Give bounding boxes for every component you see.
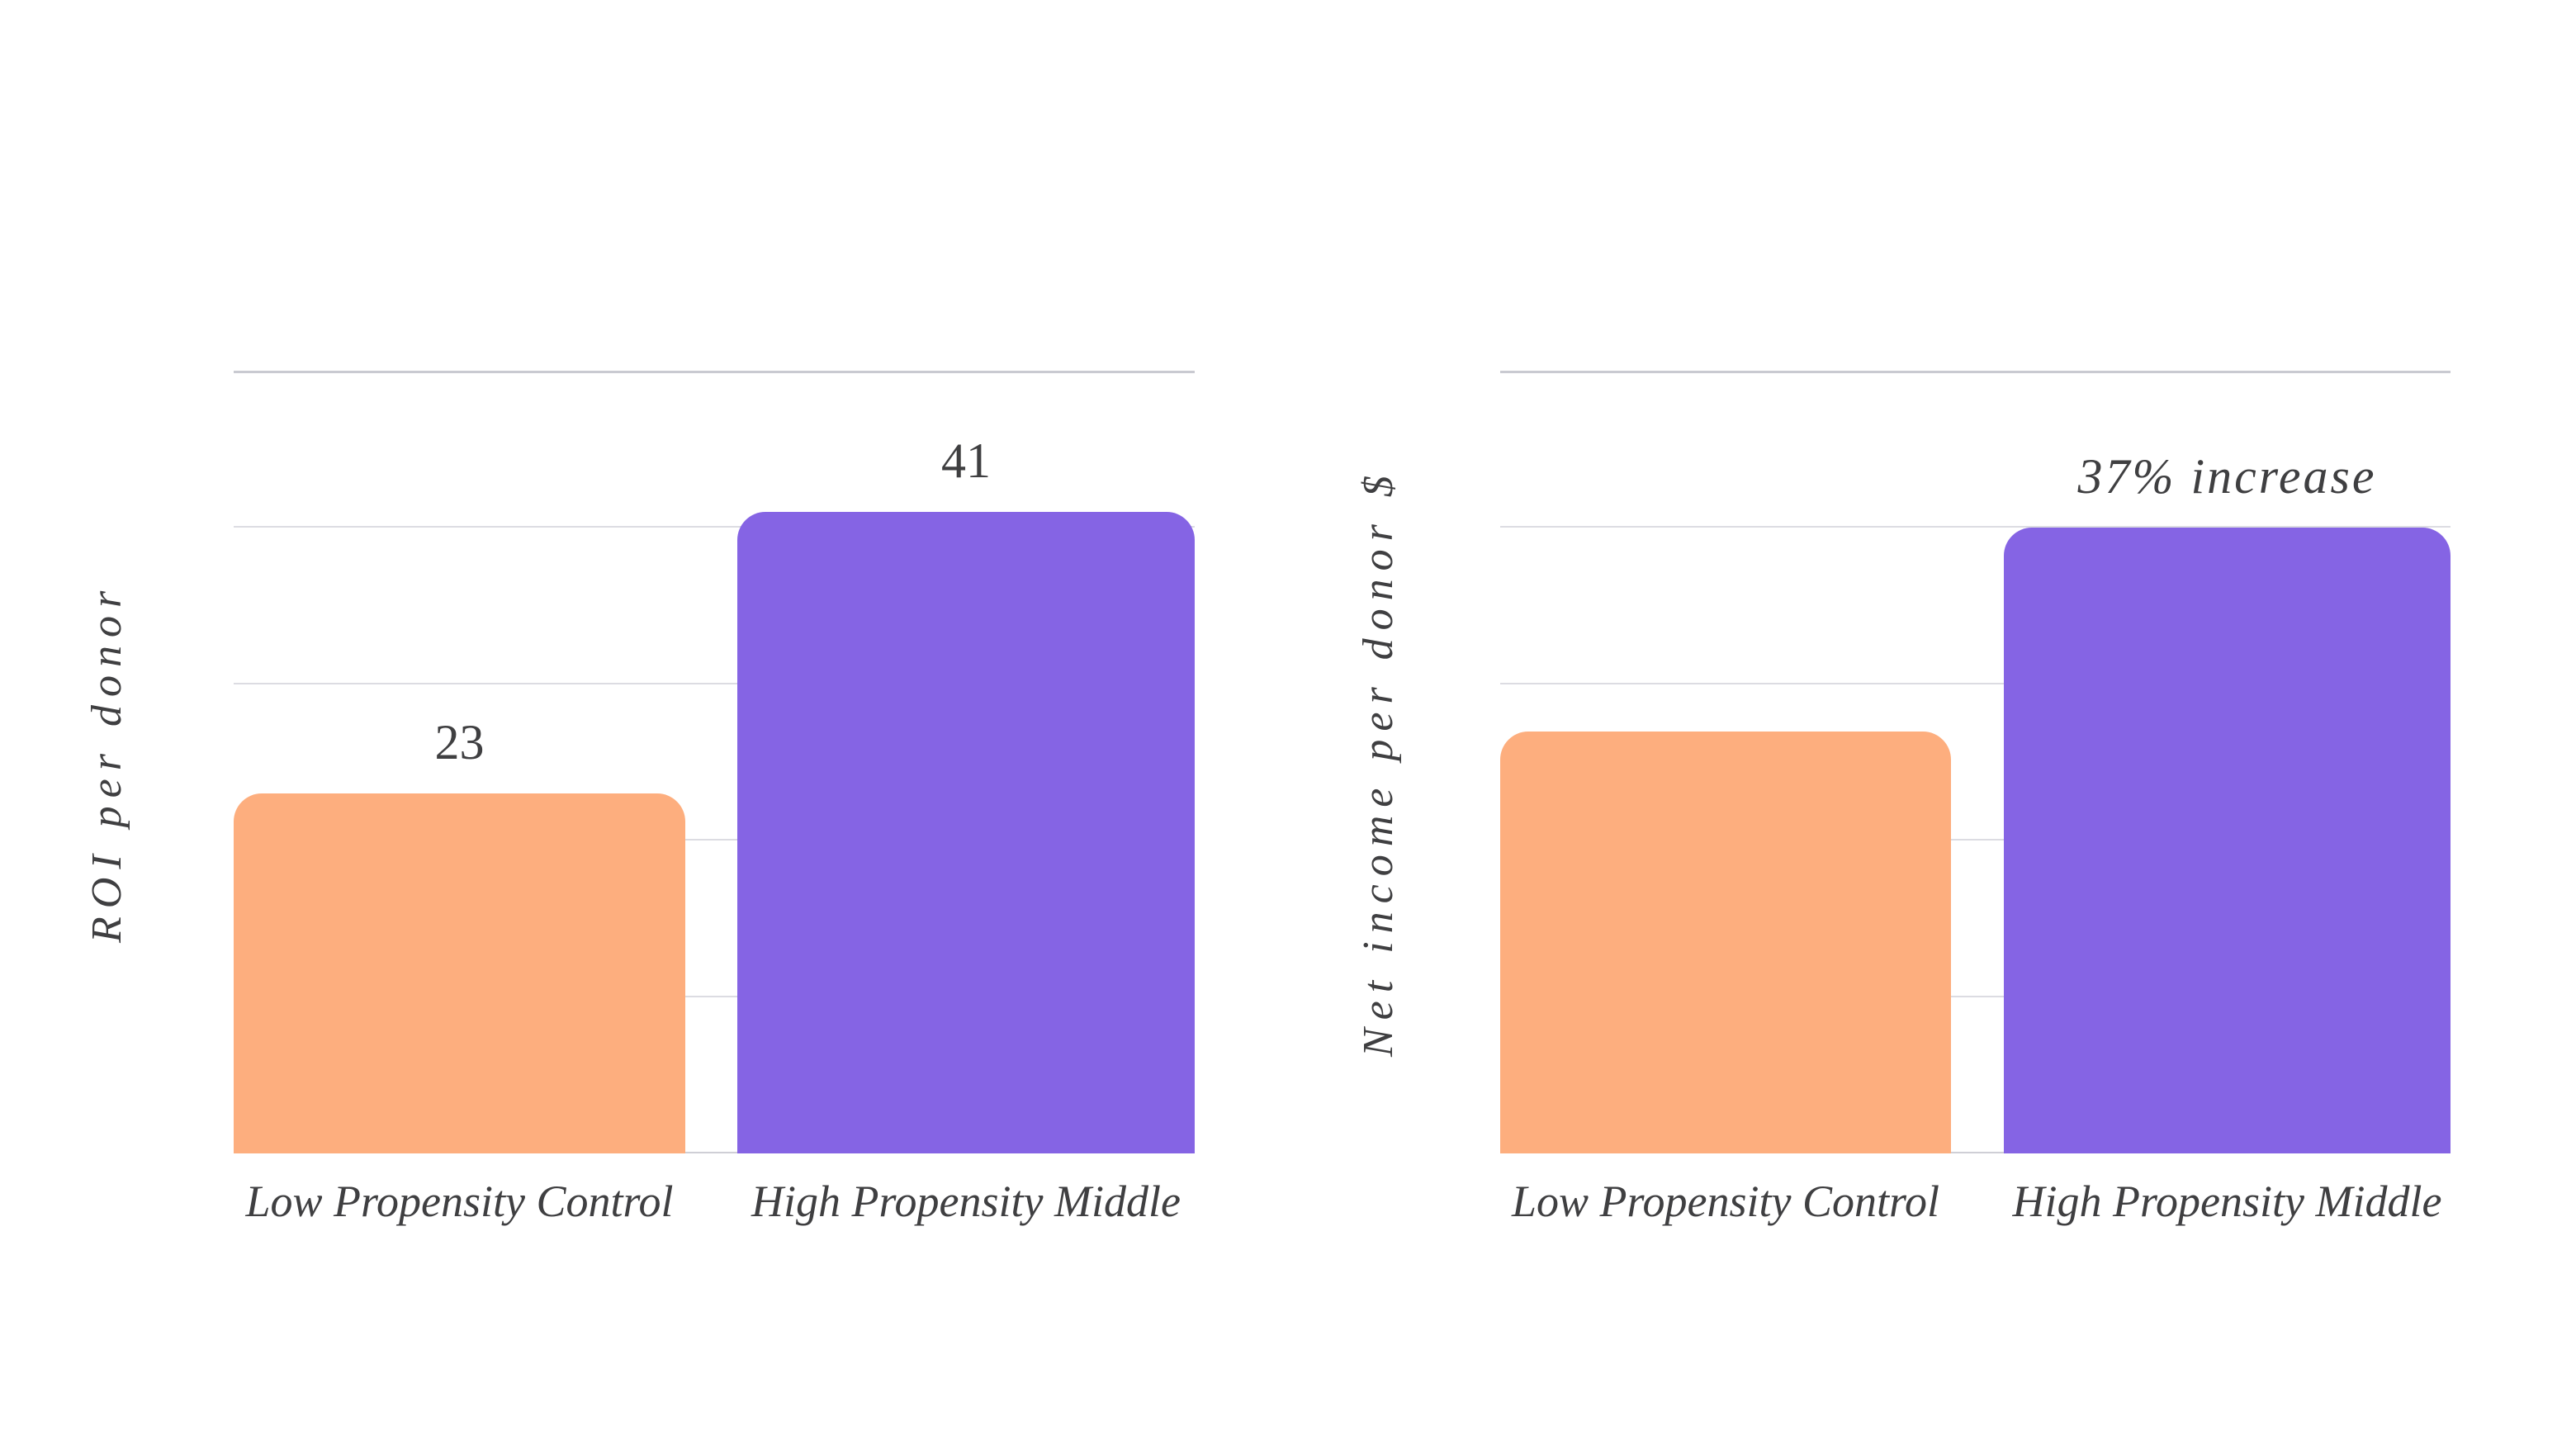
gridline bbox=[1500, 682, 2451, 684]
gridline bbox=[234, 371, 1195, 373]
plot-area-roi: 23 41 bbox=[234, 371, 1195, 1153]
gridline bbox=[234, 839, 1195, 841]
x-axis-label-high-propensity-middle: High Propensity Middle bbox=[2012, 1177, 2442, 1226]
bar-high-propensity-middle bbox=[737, 512, 1195, 1153]
bar-low-propensity-control bbox=[234, 793, 685, 1153]
bar-value-label-41: 41 bbox=[941, 433, 991, 489]
x-axis-label-high-propensity-middle: High Propensity Middle bbox=[751, 1177, 1181, 1226]
gridline bbox=[234, 682, 1195, 684]
gridline bbox=[234, 995, 1195, 997]
gridline bbox=[1500, 371, 2451, 373]
bar-low-propensity-control bbox=[1500, 731, 1951, 1153]
baseline-gridline bbox=[1500, 1152, 2451, 1153]
bar-value-label-23: 23 bbox=[434, 715, 485, 770]
gridline bbox=[1500, 995, 2451, 997]
x-axis-label-low-propensity-control: Low Propensity Control bbox=[1511, 1177, 1940, 1226]
annotation-37-percent-increase: 37% increase bbox=[2077, 449, 2377, 504]
gridline bbox=[234, 526, 1195, 528]
y-axis-label-net-income-per-donor: Net income per donor $ bbox=[1355, 467, 1402, 1058]
bar-high-propensity-middle bbox=[2004, 528, 2451, 1153]
gridline bbox=[1500, 526, 2451, 528]
x-axis-label-low-propensity-control: Low Propensity Control bbox=[245, 1177, 674, 1226]
baseline-gridline bbox=[234, 1152, 1195, 1153]
gridline bbox=[1500, 839, 2451, 841]
plot-area-net-income: 37% increase bbox=[1500, 371, 2451, 1153]
